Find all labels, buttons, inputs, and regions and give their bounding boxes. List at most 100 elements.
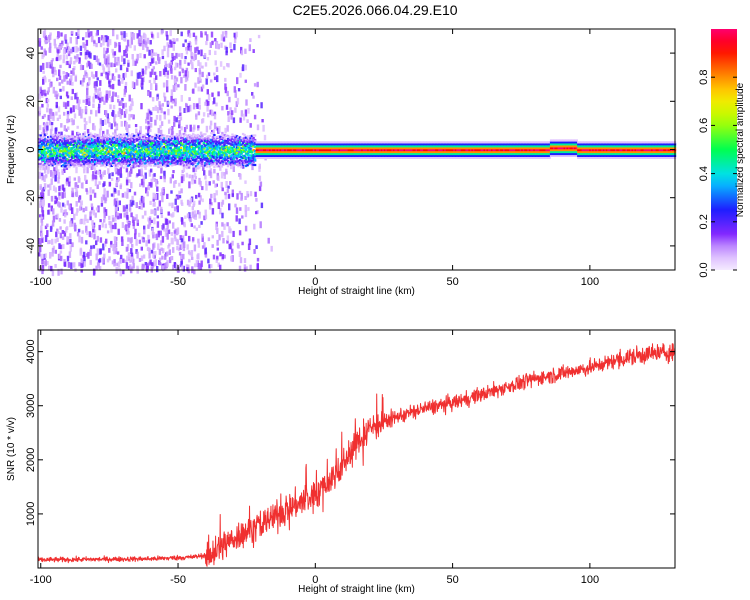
heatmap-cell — [335, 154, 338, 157]
heatmap-cell — [136, 173, 139, 177]
heatmap-cell — [226, 188, 230, 193]
heatmap-cell — [314, 147, 317, 150]
heatmap-cell — [246, 142, 249, 145]
heatmap-cell — [57, 106, 61, 113]
heatmap-cell — [335, 150, 338, 154]
heatmap-cell — [302, 141, 305, 144]
heatmap-cell — [200, 86, 204, 92]
heatmap-cell — [168, 243, 171, 247]
heatmap-cell — [69, 164, 73, 167]
heatmap-cell — [186, 151, 189, 154]
heatmap-cell — [246, 135, 249, 138]
heatmap-cell — [173, 150, 177, 153]
heatmap-cell — [178, 163, 181, 166]
heatmap-cell — [43, 175, 46, 182]
heatmap-cell — [157, 159, 161, 164]
heatmap-cell — [80, 141, 83, 144]
heatmap-cell — [149, 146, 153, 150]
heatmap-cell — [294, 145, 298, 148]
heatmap-cell — [56, 136, 59, 139]
heatmap-cell — [312, 152, 316, 156]
heatmap-cell — [135, 128, 138, 134]
heatmap-cell — [341, 154, 344, 157]
heatmap-cell — [178, 159, 181, 162]
heatmap-cell — [291, 145, 295, 148]
heatmap-cell — [120, 108, 124, 116]
heatmap-cell — [119, 143, 122, 146]
heatmap-cell — [267, 150, 270, 154]
heatmap-cell — [145, 147, 148, 151]
heatmap-cell — [213, 145, 216, 148]
heatmap-cell — [145, 187, 148, 194]
heatmap-cell — [217, 162, 221, 165]
heatmap-cell — [191, 89, 195, 94]
heatmap-cell — [98, 103, 101, 108]
heatmap-cell — [146, 139, 150, 143]
heatmap-cell — [48, 265, 51, 271]
heatmap-cell — [146, 266, 149, 273]
heatmap-cell — [263, 154, 266, 157]
heatmap-cell — [53, 160, 56, 164]
heatmap-cell — [258, 145, 261, 148]
heatmap-cell — [258, 154, 261, 157]
heatmap-cell — [63, 168, 66, 173]
heatmap-cell — [238, 148, 242, 151]
heatmap-cell — [65, 152, 68, 155]
heatmap-cell — [291, 152, 295, 156]
heatmap-cell — [50, 171, 53, 176]
heatmap-cell — [226, 142, 230, 145]
heatmap-cell — [224, 192, 228, 200]
heatmap-cell — [220, 156, 224, 159]
heatmap-cell — [228, 150, 231, 154]
heatmap-cell — [113, 51, 117, 56]
heatmap-cell — [42, 152, 45, 155]
heatmap-cell — [173, 262, 176, 267]
heatmap-cell — [264, 154, 267, 157]
heatmap-cell — [133, 148, 136, 151]
heatmap-cell — [90, 160, 94, 163]
heatmap-cell — [101, 144, 104, 148]
heatmap-cell — [86, 218, 89, 223]
heatmap-cell — [47, 159, 50, 162]
heatmap-cell — [293, 141, 296, 144]
heatmap-cell — [207, 157, 210, 160]
heatmap-cell — [201, 154, 204, 157]
heatmap-cell — [189, 151, 192, 154]
heatmap-cell — [204, 247, 207, 254]
heatmap-cell — [110, 240, 113, 245]
heatmap-cell — [98, 144, 101, 147]
heatmap-cell — [88, 231, 92, 238]
heatmap-cell — [73, 262, 76, 268]
heatmap-cell — [95, 265, 98, 270]
heatmap-cell — [62, 59, 65, 64]
heatmap-cell — [145, 240, 148, 247]
heatmap-cell — [128, 142, 131, 145]
heatmap-cell — [39, 137, 42, 140]
heatmap-cell — [267, 145, 270, 148]
heatmap-cell — [199, 131, 203, 136]
heatmap-cell — [140, 136, 144, 140]
heatmap-cell — [186, 199, 190, 206]
heatmap-cell — [326, 152, 329, 156]
heatmap-cell — [87, 60, 91, 67]
heatmap-cell — [217, 175, 220, 181]
heatmap-cell — [244, 180, 247, 184]
heatmap-cell — [285, 141, 289, 144]
heatmap-cell — [71, 157, 74, 160]
heatmap-cell — [75, 163, 79, 166]
heatmap-cell — [178, 158, 181, 161]
heatmap-cell — [196, 46, 199, 52]
heatmap-cell — [133, 155, 136, 158]
heatmap-cell — [158, 57, 161, 61]
heatmap-cell — [252, 163, 255, 166]
heatmap-cell — [291, 150, 295, 154]
heatmap-cell — [249, 149, 252, 152]
heatmap-cell — [149, 259, 152, 265]
heatmap-cell — [51, 238, 54, 245]
heatmap-cell — [54, 152, 57, 155]
heatmap-cell — [52, 245, 56, 250]
heatmap-cell — [93, 82, 97, 89]
heatmap-cell — [154, 143, 157, 146]
heatmap-cell — [111, 172, 114, 177]
heatmap-cell — [78, 196, 81, 203]
